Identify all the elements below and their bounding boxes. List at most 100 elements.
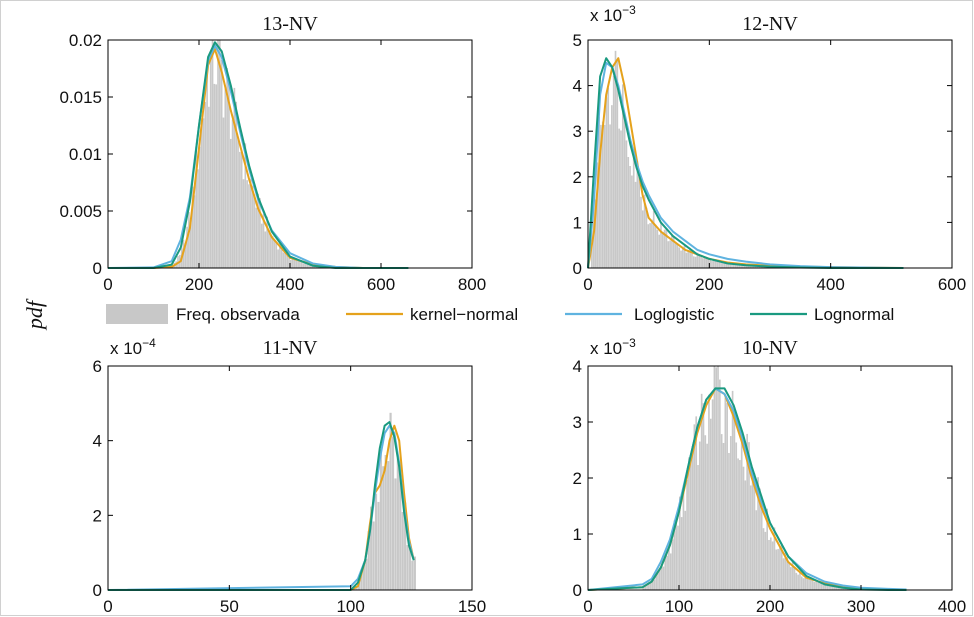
histogram-bar xyxy=(625,140,628,268)
histogram-bar xyxy=(656,229,659,268)
x-tick-label: 150 xyxy=(458,597,486,616)
histogram-bar xyxy=(679,496,681,590)
histogram-bar xyxy=(308,264,310,268)
histogram-bar xyxy=(249,178,252,268)
histogram-bar xyxy=(753,473,756,590)
histogram-bar xyxy=(819,581,821,590)
histogram-bar xyxy=(652,210,655,268)
histogram-bar xyxy=(738,265,741,268)
histogram-bar xyxy=(621,84,624,268)
x-tick-label: 100 xyxy=(336,597,364,616)
histogram-bar xyxy=(286,251,288,268)
histogram-bar xyxy=(759,488,761,590)
y-tick-label: 0 xyxy=(573,259,582,278)
histogram-bar xyxy=(605,97,608,268)
histogram-bar xyxy=(695,416,698,590)
histogram-bar xyxy=(722,263,724,268)
histogram-bar xyxy=(731,262,733,268)
histogram-bar xyxy=(248,184,250,268)
histogram-bar xyxy=(370,506,373,590)
x-tick-label: 400 xyxy=(276,275,304,294)
histogram-bar xyxy=(189,217,192,268)
histogram-bar xyxy=(211,40,214,268)
histogram-bar xyxy=(773,527,776,590)
series-line-loglogistic xyxy=(107,44,409,269)
histogram-bar xyxy=(802,578,805,590)
histogram-bar xyxy=(705,258,708,268)
histogram-bar xyxy=(692,256,695,268)
histogram-bar xyxy=(683,244,686,268)
histogram-bar xyxy=(677,525,679,590)
x-tick-label: 300 xyxy=(847,597,875,616)
histogram-bar xyxy=(260,223,263,268)
histogram-bar xyxy=(360,569,363,590)
histogram-bar xyxy=(638,172,640,268)
y-tick-label: 3 xyxy=(573,413,582,432)
histogram-bar xyxy=(282,252,285,268)
histogram-bar xyxy=(673,520,676,590)
histogram-bar xyxy=(702,258,704,268)
x-tick-label: 200 xyxy=(695,275,723,294)
histogram-bar xyxy=(734,264,737,268)
histogram-bar xyxy=(671,539,674,590)
histogram-bar xyxy=(231,119,234,268)
histogram-bar xyxy=(762,528,765,590)
histogram-bar xyxy=(658,234,661,268)
histogram-bar xyxy=(833,585,836,590)
histogram-bar xyxy=(760,496,763,590)
histogram-bar xyxy=(362,562,365,590)
histogram-bar xyxy=(662,231,664,268)
histogram-bar xyxy=(273,240,276,268)
histogram-bar xyxy=(685,252,688,268)
histogram-bar xyxy=(299,260,301,268)
histogram-bar xyxy=(751,477,754,590)
histogram-bar xyxy=(682,246,684,268)
histogram-bar xyxy=(396,458,399,590)
histogram-bar xyxy=(716,261,719,268)
histogram-bar xyxy=(732,264,735,268)
histogram-bar xyxy=(779,547,781,590)
subplot-12-nv: 12-NV x 10−3 0 200 400 600 0 1 2 3 4 5 xyxy=(573,3,967,294)
histogram-bar xyxy=(262,213,265,268)
histogram-bar xyxy=(726,402,728,590)
histogram-bar xyxy=(727,263,730,268)
series-line-lognormal xyxy=(108,421,415,591)
histogram-bar xyxy=(598,116,600,268)
axes-box xyxy=(107,365,473,591)
histogram-bar xyxy=(826,585,829,590)
histogram-bar xyxy=(279,243,281,268)
x-tick-label: 0 xyxy=(583,597,592,616)
histogram-bar xyxy=(725,262,728,268)
x-tick-label: 600 xyxy=(938,275,966,294)
histogram-bar xyxy=(797,574,799,590)
histogram-bar xyxy=(702,403,705,590)
histogram-bar xyxy=(711,260,713,268)
histogram-bar xyxy=(682,491,685,590)
histogram-bar xyxy=(644,586,647,590)
histogram-bar xyxy=(629,166,631,268)
histogram-bar xyxy=(824,584,827,590)
histogram-bar xyxy=(649,223,651,268)
histogram-bar xyxy=(708,394,710,590)
series-line-lognormal xyxy=(587,57,904,269)
histogram-bar xyxy=(297,259,299,268)
histogram-bar xyxy=(689,247,691,268)
histogram-bar xyxy=(302,263,305,268)
x-tick-label: 100 xyxy=(665,597,693,616)
histogram-bar xyxy=(306,263,309,268)
histogram-bar xyxy=(800,576,803,590)
histogram-bar xyxy=(217,40,219,268)
histogram-bar xyxy=(389,412,392,590)
histogram-bar xyxy=(748,442,750,590)
histogram-bar xyxy=(394,478,397,590)
histogram-bar xyxy=(251,185,254,268)
histogram-bar xyxy=(387,461,390,590)
histogram-bar xyxy=(822,585,825,590)
histogram-bar xyxy=(687,250,690,268)
histogram-bar xyxy=(246,180,248,268)
histogram-bar xyxy=(665,228,668,268)
histogram-bar xyxy=(736,264,739,268)
histogram-bar xyxy=(731,390,734,590)
histogram-bar xyxy=(745,264,748,268)
histogram xyxy=(642,366,907,590)
